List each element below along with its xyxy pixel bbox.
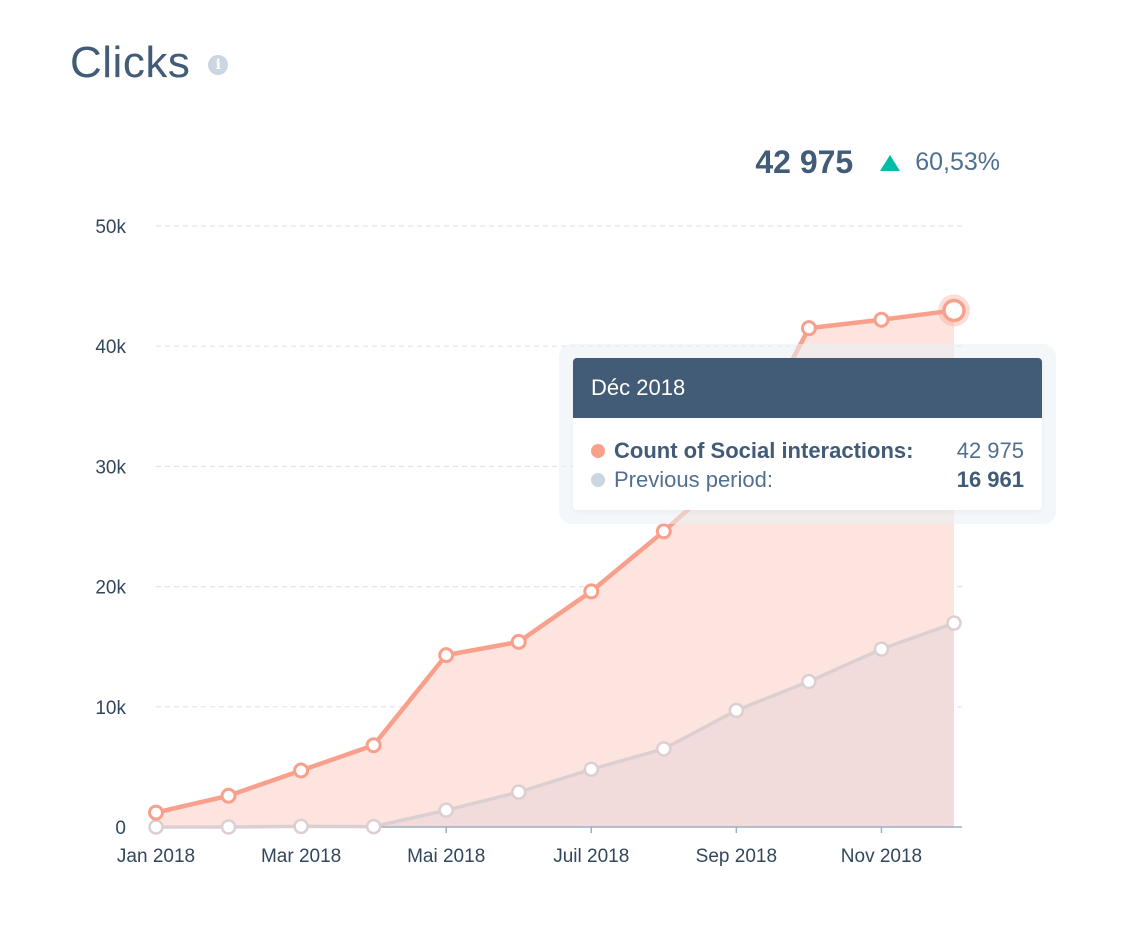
previous-series-point <box>510 784 527 800</box>
x-tick-label: Juil 2018 <box>553 846 629 867</box>
x-tick-label: Sep 2018 <box>696 846 777 867</box>
current-series-point <box>148 804 164 821</box>
tooltip-current-value: 42 975 <box>956 437 1024 463</box>
triangle-up-icon <box>879 154 901 172</box>
tooltip-previous-value: 16 961 <box>956 466 1024 492</box>
y-tick-label: 10k <box>95 698 126 719</box>
chart-title: Clicks <box>70 38 191 87</box>
x-tick-label: Mai 2018 <box>407 846 485 867</box>
summary-total: 42 975 <box>755 144 854 180</box>
summary: 42 975 60,53% <box>755 144 1000 181</box>
summary-change: 60,53% <box>915 148 1000 176</box>
previous-series-point <box>438 802 454 818</box>
previous-series-point <box>148 819 164 835</box>
current-series-point <box>655 523 672 540</box>
previous-series-point <box>656 741 672 757</box>
previous-series-point <box>293 818 309 835</box>
previous-series-point <box>946 615 962 631</box>
tooltip-title: Déc 2018 <box>573 358 1042 418</box>
current-series-point <box>293 762 310 779</box>
previous-series-point <box>801 673 817 690</box>
x-tick-label: Nov 2018 <box>841 846 922 867</box>
previous-series-point <box>220 819 237 835</box>
tooltip-current-dot-icon <box>591 443 605 458</box>
y-tick-label: 0 <box>115 818 126 839</box>
current-series-point <box>365 737 382 754</box>
tooltip-row-previous: Previous period: 16 961 <box>591 465 1024 494</box>
y-tick-label: 50k <box>95 217 126 238</box>
current-series-point <box>583 583 600 600</box>
current-series-point <box>942 298 966 323</box>
current-series-point <box>800 320 817 337</box>
previous-series-line <box>156 621 955 829</box>
tooltip-previous-dot-icon <box>591 472 605 487</box>
previous-series-area <box>156 623 954 827</box>
current-series-point <box>220 787 237 804</box>
previous-series-point <box>728 702 745 719</box>
tooltip-previous-label: Previous period: <box>614 466 773 492</box>
y-tick-label: 40k <box>95 337 126 358</box>
tooltip-row-current: Count of Social interactions: 42 975 <box>591 436 1024 465</box>
previous-series-point <box>873 641 890 657</box>
y-tick-label: 20k <box>95 578 126 599</box>
current-series-point <box>510 633 527 650</box>
x-tick-label: Mar 2018 <box>261 846 341 867</box>
x-tick-label: Jan 2018 <box>117 846 195 867</box>
chart-header: Clicks i <box>70 38 229 88</box>
y-tick-label: 30k <box>95 457 126 478</box>
chart-tooltip: Déc 2018 Count of Social interactions: 4… <box>573 358 1042 510</box>
tooltip-current-label: Count of Social interactions: <box>614 437 914 463</box>
previous-series-point <box>583 761 600 778</box>
current-series-point <box>873 311 890 328</box>
current-series-point <box>438 647 455 664</box>
current-series-line <box>155 308 955 815</box>
previous-series-point <box>365 818 382 835</box>
info-icon[interactable]: i <box>208 55 229 75</box>
